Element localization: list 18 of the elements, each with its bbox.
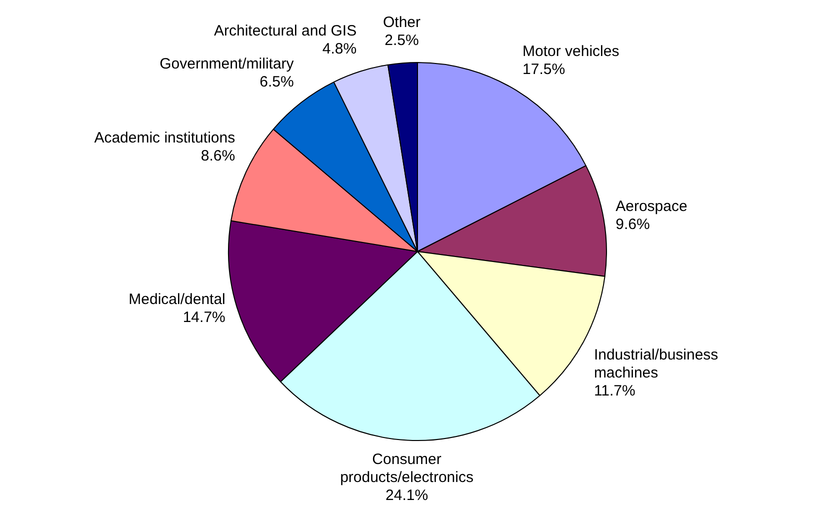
slice-label: Architectural and GIS [214,22,357,40]
data-label: 4.8% [322,40,357,58]
slice-label: Consumer products/electronics [340,450,474,486]
slice-label: Aerospace [616,198,688,216]
data-label: 17.5% [522,60,566,78]
data-label: 14.7% [182,309,226,326]
data-label: 2.5% [384,32,419,49]
slice-label: Medical/dental [128,291,226,308]
slice-label: Academic institutions [94,130,236,147]
slice-label: Industrial/business machines [594,346,718,382]
data-label: 8.6% [200,148,236,165]
slice-label: Other [382,14,420,31]
data-label: 6.5% [260,74,294,91]
data-label: 9.6% [616,216,650,234]
data-label: 24.1% [385,486,428,504]
data-label: 11.7% [594,382,636,400]
slice-label: Government/military [160,56,294,73]
slice-label: Motor vehicles [522,42,620,60]
